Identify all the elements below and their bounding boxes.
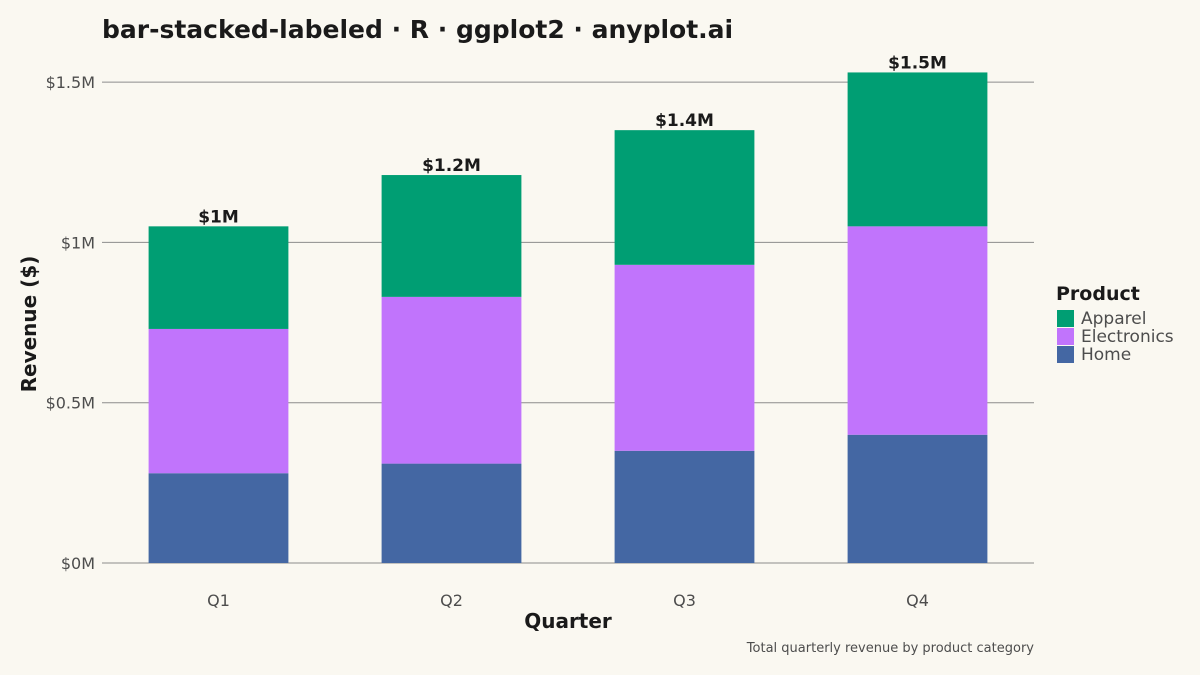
y-tick-label: $1M	[61, 233, 95, 252]
bar-segment-apparel	[148, 226, 289, 329]
x-tick-label: Q1	[207, 591, 230, 610]
y-tick-label: $1.5M	[46, 73, 95, 92]
caption: Total quarterly revenue by product categ…	[746, 641, 1035, 656]
legend-swatch-electronics	[1057, 328, 1074, 345]
total-label: $1.2M	[422, 156, 481, 176]
legend-title: Product	[1056, 283, 1140, 305]
total-label: $1.5M	[888, 53, 947, 73]
total-label: $1M	[198, 207, 239, 227]
x-tick-label: Q4	[906, 591, 929, 610]
bar-segment-apparel	[847, 72, 988, 227]
total-label: $1.4M	[655, 111, 714, 131]
total-labels: $1M $1.2M $1.4M $1.5M	[198, 53, 947, 227]
bar-segment-home	[148, 473, 289, 563]
bar-segment-home	[847, 434, 988, 563]
y-tick-label: $0.5M	[46, 394, 95, 413]
bar-segment-electronics	[614, 264, 755, 451]
bar-segment-electronics	[847, 226, 988, 435]
bar-segment-electronics	[148, 328, 289, 474]
legend-label: Home	[1081, 345, 1131, 365]
legend-label: Apparel	[1081, 309, 1146, 329]
y-axis-title: Revenue ($)	[17, 256, 41, 393]
bar-segment-apparel	[381, 175, 522, 297]
x-tick-label: Q3	[673, 591, 696, 610]
legend-swatch-apparel	[1057, 310, 1074, 327]
legend-swatch-home	[1057, 346, 1074, 363]
bar-segment-home	[614, 450, 755, 563]
bar-segment-apparel	[614, 130, 755, 265]
x-axis: Q1 Q2 Q3 Q4	[207, 591, 929, 610]
bars	[148, 72, 988, 563]
x-axis-title: Quarter	[524, 609, 612, 633]
bar-segment-home	[381, 463, 522, 563]
y-axis: $0M $0.5M $1M $1.5M	[46, 73, 95, 573]
bar-segment-electronics	[381, 296, 522, 464]
y-tick-label: $0M	[61, 554, 95, 573]
chart-title: bar-stacked-labeled · R · ggplot2 · anyp…	[102, 15, 733, 44]
legend-label: Electronics	[1081, 327, 1174, 347]
x-tick-label: Q2	[440, 591, 463, 610]
